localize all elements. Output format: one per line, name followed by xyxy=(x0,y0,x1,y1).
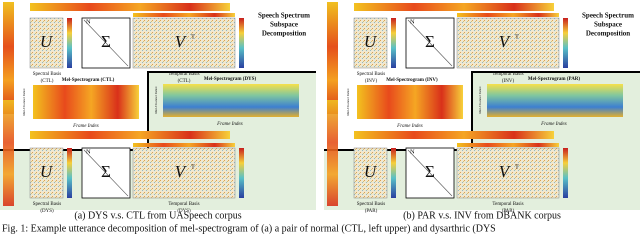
vt-strip xyxy=(457,13,559,17)
sigma-label: Σ xyxy=(101,32,111,51)
vt-label: V xyxy=(499,32,512,51)
axis-label: Mel-Channel Index xyxy=(478,86,482,114)
colorbar xyxy=(239,18,244,68)
spectral-basis: (PAR) xyxy=(365,209,378,214)
strip xyxy=(327,100,338,206)
u-label: U xyxy=(364,32,378,51)
temporal-basis: (DYS) xyxy=(177,209,191,214)
u-box xyxy=(29,17,64,69)
colorbar xyxy=(563,148,568,198)
mel-title: Mel-Spectrogram (CTL) xyxy=(62,78,115,83)
spectral-basis: (INV) xyxy=(365,79,378,84)
temporal-basis: Temporal Basis xyxy=(168,72,199,77)
strip xyxy=(327,2,338,114)
axis-label: Frame Index xyxy=(72,124,99,129)
colorbar xyxy=(391,148,396,198)
colorbar xyxy=(239,148,244,198)
title: Decomposition xyxy=(586,30,630,38)
n-label: N xyxy=(86,18,91,25)
u-box xyxy=(29,147,64,199)
sigma-label: Σ xyxy=(425,32,435,51)
mel-title: Mel-Spectrogram (DYS) xyxy=(204,77,257,82)
title: Speech Spectrum xyxy=(582,12,634,20)
vt-label: V xyxy=(175,32,188,51)
vt-label: V xyxy=(175,162,188,181)
vt-sup: T xyxy=(191,33,195,40)
spectral-basis: Spectral Basis xyxy=(357,72,386,77)
temporal-basis: Temporal Basis xyxy=(168,202,199,207)
n-label: N xyxy=(410,148,415,155)
colorbar xyxy=(67,148,72,198)
vt-sup: T xyxy=(515,163,519,170)
sigma-label: Σ xyxy=(425,162,435,181)
title: Subspace xyxy=(270,21,298,29)
vt-label: V xyxy=(499,162,512,181)
u-box xyxy=(353,147,388,199)
sigma-label: Σ xyxy=(101,162,111,181)
temporal-basis: (PAR) xyxy=(502,209,515,214)
strip xyxy=(30,3,230,11)
temporal-basis: Temporal Basis xyxy=(492,202,523,207)
strip xyxy=(354,131,554,139)
temporal-basis: Temporal Basis xyxy=(492,72,523,77)
figure-caption: Fig. 1: Example utterance decomposition … xyxy=(2,223,496,234)
n-label: N xyxy=(410,18,415,25)
spectral-basis: Spectral Basis xyxy=(33,202,62,207)
diagonal xyxy=(407,19,453,67)
colorbar xyxy=(67,18,72,68)
vt-sup: T xyxy=(515,33,519,40)
caption: (a) DYS v.s. CTL from UASpeech corpus xyxy=(74,210,241,221)
axis-label: Frame Index xyxy=(540,122,567,127)
title: Decomposition xyxy=(262,30,306,38)
caption: (b) PAR v.s. INV from DBANK corpus xyxy=(403,210,561,221)
temporal-basis: (INV) xyxy=(502,79,515,84)
axis-label: Frame Index xyxy=(396,124,423,129)
n-label: N xyxy=(86,148,91,155)
strip xyxy=(30,131,230,139)
title: Subspace xyxy=(594,21,622,29)
vt-box xyxy=(456,17,560,69)
diagonal xyxy=(83,149,129,197)
spectral-basis: (DYS) xyxy=(40,209,54,214)
spectrogram xyxy=(357,85,463,119)
axis-label: Mel-Channel Index xyxy=(22,88,26,116)
axis-label: Mel-Channel Index xyxy=(346,88,350,116)
spectral-basis: Spectral Basis xyxy=(357,202,386,207)
mel-title: Mel-Spectrogram (PAR) xyxy=(528,77,580,82)
spectral-basis: (CTL) xyxy=(41,79,54,84)
colorbar xyxy=(563,18,568,68)
vt-box xyxy=(132,147,236,199)
u-label: U xyxy=(364,162,378,181)
spectral-basis: Spectral Basis xyxy=(33,72,62,77)
vt-box xyxy=(456,147,560,199)
temporal-basis: (CTL) xyxy=(178,79,191,84)
strip xyxy=(3,100,14,206)
u-label: U xyxy=(40,162,54,181)
u-label: U xyxy=(40,32,54,51)
separator xyxy=(0,71,316,151)
spectrogram xyxy=(33,85,139,119)
vt-strip xyxy=(133,13,235,17)
strip xyxy=(354,3,554,11)
separator xyxy=(324,71,640,151)
title: Speech Spectrum xyxy=(258,12,310,20)
diagonal xyxy=(407,149,453,197)
spectrogram xyxy=(487,84,623,117)
u-box xyxy=(353,17,388,69)
strip xyxy=(3,2,14,114)
diagonal xyxy=(83,19,129,67)
axis-label: Frame Index xyxy=(216,122,243,127)
vt-box xyxy=(132,17,236,69)
vt-strip xyxy=(133,143,235,147)
colorbar xyxy=(391,18,396,68)
spectrogram xyxy=(163,84,299,117)
mel-title: Mel-Spectrogram (INV) xyxy=(386,78,438,83)
vt-strip xyxy=(457,143,559,147)
vt-sup: T xyxy=(191,163,195,170)
axis-label: Mel-Channel Index xyxy=(154,86,158,114)
